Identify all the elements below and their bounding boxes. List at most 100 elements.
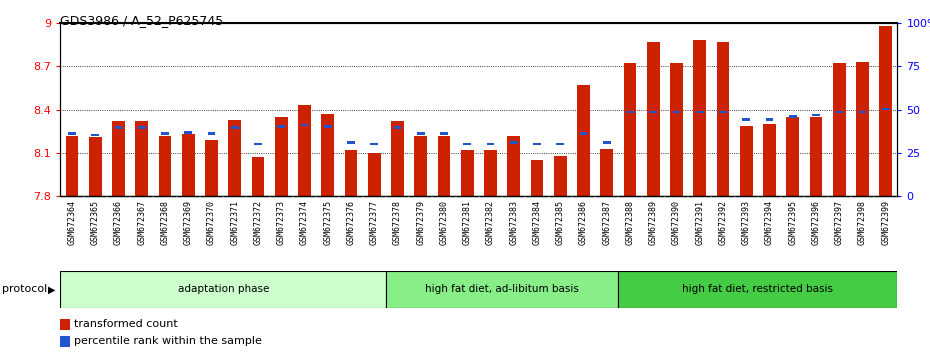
Text: GSM672383: GSM672383 bbox=[510, 200, 518, 245]
Bar bbox=[649, 111, 658, 113]
Text: GSM672370: GSM672370 bbox=[207, 200, 216, 245]
Bar bbox=[345, 150, 357, 196]
Text: GSM672386: GSM672386 bbox=[579, 200, 588, 245]
Bar bbox=[671, 63, 683, 196]
Bar bbox=[60, 319, 71, 330]
Bar bbox=[138, 126, 146, 129]
Bar bbox=[393, 126, 402, 129]
Bar bbox=[207, 132, 216, 135]
Bar bbox=[254, 143, 262, 145]
Bar bbox=[136, 121, 148, 196]
Bar bbox=[417, 132, 425, 135]
Bar bbox=[485, 150, 497, 196]
Text: GSM672379: GSM672379 bbox=[417, 200, 425, 245]
Text: GSM672364: GSM672364 bbox=[68, 200, 76, 245]
Text: GSM672369: GSM672369 bbox=[184, 200, 193, 245]
Bar bbox=[114, 126, 123, 129]
Bar bbox=[300, 124, 309, 126]
Bar bbox=[554, 156, 566, 196]
Text: GSM672380: GSM672380 bbox=[440, 200, 448, 245]
Bar bbox=[324, 125, 332, 128]
Bar bbox=[60, 271, 386, 308]
Bar bbox=[392, 121, 404, 196]
Bar bbox=[184, 131, 193, 133]
Text: GSM672384: GSM672384 bbox=[533, 200, 541, 245]
Text: GSM672368: GSM672368 bbox=[161, 200, 169, 245]
Text: GSM672395: GSM672395 bbox=[789, 200, 797, 245]
Text: GSM672394: GSM672394 bbox=[765, 200, 774, 245]
Text: GDS3986 / A_52_P625745: GDS3986 / A_52_P625745 bbox=[60, 14, 224, 27]
Bar bbox=[719, 111, 727, 113]
Bar bbox=[603, 141, 611, 144]
Bar bbox=[579, 132, 588, 135]
Bar bbox=[252, 158, 264, 196]
Text: GSM672389: GSM672389 bbox=[649, 200, 658, 245]
Bar bbox=[787, 117, 799, 196]
Bar bbox=[229, 120, 241, 196]
Bar bbox=[161, 132, 169, 135]
Text: GSM672387: GSM672387 bbox=[603, 200, 611, 245]
Text: GSM672388: GSM672388 bbox=[626, 200, 634, 245]
Bar bbox=[672, 111, 681, 113]
Bar bbox=[531, 160, 543, 196]
Text: GSM672366: GSM672366 bbox=[114, 200, 123, 245]
Text: adaptation phase: adaptation phase bbox=[178, 284, 269, 295]
Text: GSM672371: GSM672371 bbox=[231, 200, 239, 245]
Bar bbox=[461, 150, 473, 196]
Bar bbox=[858, 111, 867, 113]
Bar bbox=[415, 136, 427, 196]
Bar bbox=[857, 62, 869, 196]
Bar bbox=[438, 136, 450, 196]
Text: GSM672390: GSM672390 bbox=[672, 200, 681, 245]
Text: GSM672377: GSM672377 bbox=[370, 200, 379, 245]
Bar bbox=[556, 143, 565, 145]
Bar bbox=[277, 125, 286, 128]
Bar bbox=[322, 114, 334, 196]
Bar bbox=[206, 140, 218, 196]
Text: GSM672393: GSM672393 bbox=[742, 200, 751, 245]
Text: GSM672367: GSM672367 bbox=[138, 200, 146, 245]
Bar bbox=[386, 271, 618, 308]
Text: GSM672391: GSM672391 bbox=[696, 200, 704, 245]
Text: GSM672397: GSM672397 bbox=[835, 200, 844, 245]
Bar bbox=[91, 134, 100, 137]
Text: high fat diet, restricted basis: high fat diet, restricted basis bbox=[683, 284, 833, 295]
Text: protocol: protocol bbox=[2, 284, 47, 295]
Bar bbox=[60, 336, 71, 347]
Text: ▶: ▶ bbox=[48, 284, 56, 295]
Text: transformed count: transformed count bbox=[73, 319, 178, 329]
Bar bbox=[765, 118, 774, 121]
Bar bbox=[626, 111, 634, 113]
Bar bbox=[789, 115, 797, 118]
Bar bbox=[113, 121, 125, 196]
Bar bbox=[299, 105, 311, 196]
Bar bbox=[578, 85, 590, 196]
Bar bbox=[601, 149, 613, 196]
Bar bbox=[880, 26, 892, 196]
Bar bbox=[182, 134, 194, 196]
Text: GSM672375: GSM672375 bbox=[324, 200, 332, 245]
Bar bbox=[647, 42, 659, 196]
Text: high fat diet, ad-libitum basis: high fat diet, ad-libitum basis bbox=[425, 284, 579, 295]
Bar bbox=[835, 111, 844, 113]
Text: GSM672372: GSM672372 bbox=[254, 200, 262, 245]
Bar bbox=[833, 63, 845, 196]
Text: GSM672365: GSM672365 bbox=[91, 200, 100, 245]
Bar bbox=[510, 141, 518, 144]
Text: GSM672396: GSM672396 bbox=[812, 200, 820, 245]
Bar bbox=[275, 117, 287, 196]
Bar bbox=[618, 271, 897, 308]
Bar bbox=[440, 132, 448, 135]
Text: percentile rank within the sample: percentile rank within the sample bbox=[73, 336, 261, 346]
Bar bbox=[812, 114, 820, 116]
Bar bbox=[764, 124, 776, 196]
Bar bbox=[694, 40, 706, 196]
Text: GSM672378: GSM672378 bbox=[393, 200, 402, 245]
Bar bbox=[370, 143, 379, 145]
Bar bbox=[347, 141, 355, 144]
Bar bbox=[740, 126, 752, 196]
Text: GSM672382: GSM672382 bbox=[486, 200, 495, 245]
Bar bbox=[882, 108, 890, 110]
Bar bbox=[533, 143, 541, 145]
Bar bbox=[810, 117, 822, 196]
